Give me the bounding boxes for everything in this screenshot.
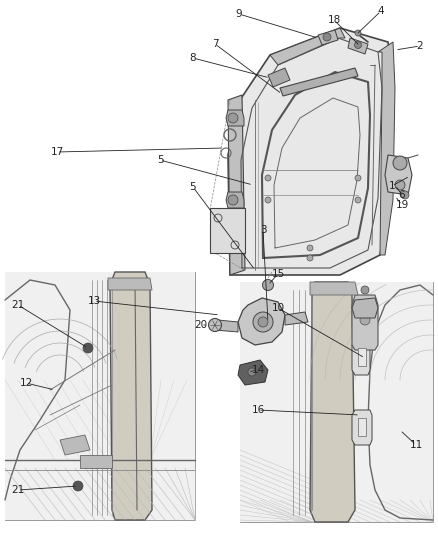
Circle shape <box>83 343 93 353</box>
Text: 19: 19 <box>396 200 409 210</box>
Circle shape <box>73 481 83 491</box>
Polygon shape <box>215 320 238 332</box>
Circle shape <box>401 191 409 199</box>
Circle shape <box>355 175 361 181</box>
Circle shape <box>354 42 361 49</box>
Polygon shape <box>352 410 372 445</box>
Text: 2: 2 <box>417 41 423 51</box>
Polygon shape <box>280 68 358 96</box>
Polygon shape <box>348 38 368 54</box>
Text: 21: 21 <box>11 485 25 495</box>
Circle shape <box>228 113 238 123</box>
Polygon shape <box>352 295 378 350</box>
Polygon shape <box>110 272 152 520</box>
Polygon shape <box>270 28 345 65</box>
Bar <box>5 272 195 520</box>
Polygon shape <box>226 192 244 208</box>
Text: 4: 4 <box>378 6 384 16</box>
Circle shape <box>393 156 407 170</box>
Bar <box>210 208 245 253</box>
Bar <box>358 348 366 366</box>
Circle shape <box>248 368 256 376</box>
Circle shape <box>395 180 405 190</box>
Text: 16: 16 <box>251 405 265 415</box>
Text: 1: 1 <box>389 181 396 191</box>
Circle shape <box>355 197 361 203</box>
Text: 8: 8 <box>190 53 196 63</box>
Polygon shape <box>238 298 285 345</box>
Circle shape <box>307 245 313 251</box>
Text: 21: 21 <box>11 300 25 310</box>
Polygon shape <box>310 282 355 522</box>
Text: 5: 5 <box>157 155 163 165</box>
Polygon shape <box>285 312 308 325</box>
Polygon shape <box>226 110 244 126</box>
Text: 20: 20 <box>194 320 208 330</box>
Polygon shape <box>228 28 393 275</box>
Circle shape <box>228 195 238 205</box>
Circle shape <box>323 33 331 41</box>
Polygon shape <box>5 272 195 520</box>
Polygon shape <box>378 42 395 255</box>
Text: 3: 3 <box>260 225 266 235</box>
Text: 9: 9 <box>236 9 242 19</box>
Polygon shape <box>240 282 433 522</box>
Polygon shape <box>310 282 358 295</box>
Circle shape <box>262 279 273 290</box>
Circle shape <box>253 312 273 332</box>
Polygon shape <box>60 435 90 455</box>
Circle shape <box>360 315 370 325</box>
Text: 6: 6 <box>399 190 405 200</box>
Circle shape <box>265 197 271 203</box>
Polygon shape <box>352 298 378 318</box>
Polygon shape <box>352 340 370 375</box>
Text: 11: 11 <box>410 440 423 450</box>
Text: 15: 15 <box>272 269 285 279</box>
Polygon shape <box>318 30 338 45</box>
Circle shape <box>361 286 369 294</box>
Text: 18: 18 <box>327 15 341 25</box>
Polygon shape <box>108 278 152 290</box>
Polygon shape <box>80 455 112 468</box>
Bar <box>358 418 366 436</box>
Bar <box>240 282 433 522</box>
Text: 10: 10 <box>272 303 285 313</box>
Polygon shape <box>385 155 412 195</box>
Text: 17: 17 <box>50 147 64 157</box>
Circle shape <box>355 30 361 36</box>
Circle shape <box>265 175 271 181</box>
Text: 7: 7 <box>212 39 218 49</box>
Text: 14: 14 <box>251 365 265 375</box>
Circle shape <box>307 255 313 261</box>
Circle shape <box>208 319 222 332</box>
Polygon shape <box>228 95 245 275</box>
Circle shape <box>258 317 268 327</box>
Polygon shape <box>268 68 290 87</box>
Text: 5: 5 <box>190 182 196 192</box>
Text: 12: 12 <box>19 378 32 388</box>
Polygon shape <box>238 360 268 385</box>
Text: 13: 13 <box>87 296 101 306</box>
